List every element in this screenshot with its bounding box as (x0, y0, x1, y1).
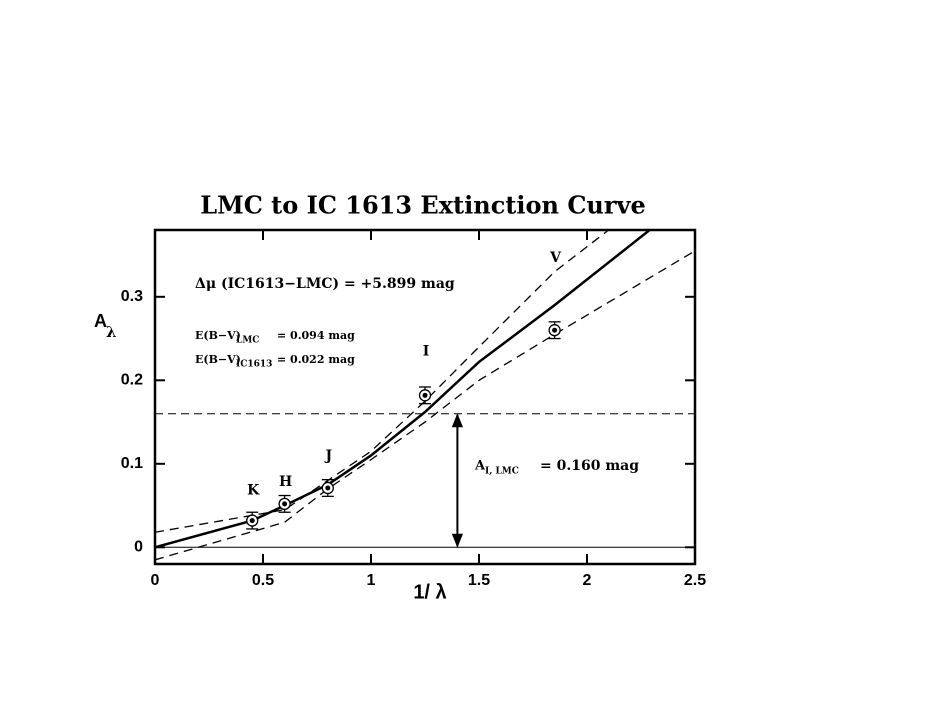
data-point-center (249, 518, 255, 524)
x-tick-label: 0.5 (252, 572, 274, 589)
point-label: H (279, 474, 292, 490)
x-tick-label: 1 (367, 572, 376, 589)
ebv-value: = 0.022 mag (277, 353, 355, 366)
x-tick-label: 0 (151, 572, 160, 589)
ebv-sub: IC1613 (236, 360, 272, 370)
ebv-value: = 0.094 mag (277, 329, 355, 342)
fit-curve (155, 230, 651, 549)
marker-text: = 0.160 mag (540, 458, 639, 474)
point-label: V (549, 250, 562, 266)
y-axis-label-sub: λ (106, 323, 117, 341)
data-point-center (552, 327, 558, 333)
ebv-sub: LMC (236, 336, 259, 346)
ebv-label: E(B−V) (195, 329, 241, 342)
x-tick-label: 1.5 (468, 572, 490, 589)
data-point-center (422, 392, 428, 398)
x-tick-label: 2.5 (684, 572, 706, 589)
marker-label: A (474, 459, 486, 474)
y-axis-label: A (94, 311, 107, 331)
ebv-label: E(B−V) (195, 353, 241, 366)
point-label: K (247, 483, 260, 499)
point-label: I (423, 343, 430, 359)
bound-curve (155, 250, 695, 561)
data-point-center (282, 501, 288, 507)
y-tick-label: 0 (134, 539, 143, 556)
chart-title: LMC to IC 1613 Extinction Curve (200, 191, 645, 220)
y-tick-label: 0.1 (121, 455, 143, 472)
marker-label-sub: I, LMC (485, 467, 519, 477)
bound-curve (155, 230, 609, 533)
point-label: J (323, 448, 332, 464)
x-axis-label: 1/ λ (413, 581, 446, 603)
y-tick-label: 0.2 (121, 372, 143, 389)
y-tick-label: 0.3 (121, 288, 143, 305)
plot-frame (153, 228, 697, 566)
data-point-center (325, 485, 331, 491)
distance-annotation: Δμ (IC1613−LMC) = +5.899 mag (195, 276, 455, 292)
x-tick-label: 2 (583, 572, 592, 589)
